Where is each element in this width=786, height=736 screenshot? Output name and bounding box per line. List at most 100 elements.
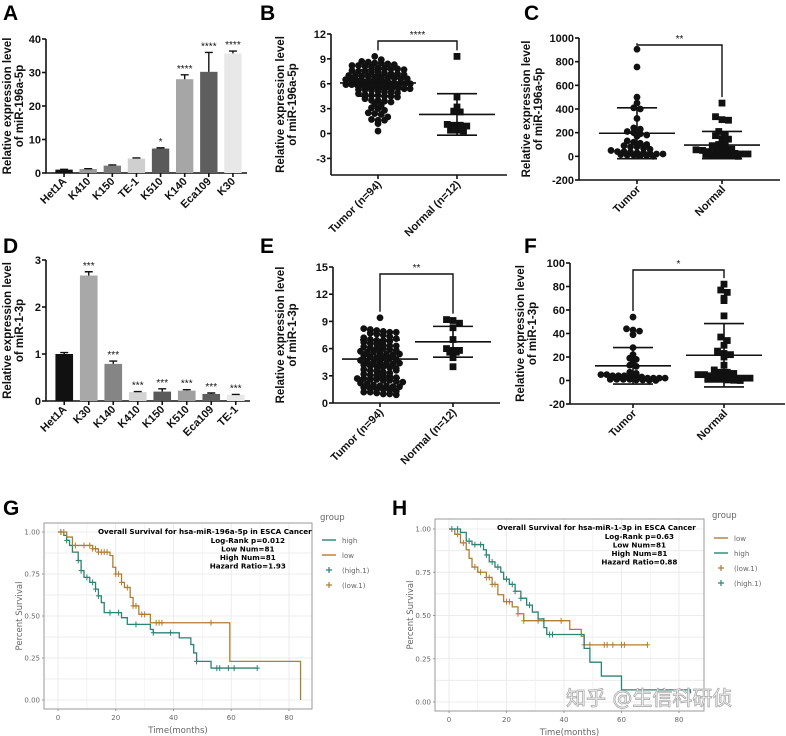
- stat-annotation: Log-Rank p=0.63: [605, 532, 674, 541]
- y-tick-label: 12: [316, 289, 328, 301]
- y-tick-label: 0: [35, 396, 41, 408]
- x-tick-label: K510: [139, 176, 166, 203]
- data-point: [453, 52, 461, 60]
- censor-mark: [208, 619, 214, 626]
- y-tick-label: 100: [547, 258, 565, 270]
- censor-mark: [78, 567, 84, 574]
- sd-error-bar: [358, 68, 398, 98]
- y-tick-label: 0.75: [24, 571, 40, 579]
- data-point: [450, 107, 458, 115]
- censor-mark: [84, 574, 90, 581]
- x-axis-label: Time(months): [539, 728, 599, 736]
- significance-bracket: [636, 43, 723, 98]
- censor-mark: [116, 571, 122, 577]
- data-point: [400, 66, 408, 74]
- legend-plus-icon: [718, 580, 724, 586]
- data-point: [723, 337, 731, 344]
- data-point: [714, 372, 721, 380]
- data-point: [717, 368, 725, 376]
- error-bar: [132, 157, 141, 159]
- data-point: [620, 372, 628, 380]
- panel-H: H 0 20 40 60 80 0.00 0.25 0.50 0.75 1.00 Time(month…: [392, 497, 762, 736]
- y-tick-label: -200: [552, 175, 574, 187]
- censor-mark: [489, 558, 495, 565]
- error-bar: [156, 147, 165, 149]
- data-point: [406, 80, 414, 88]
- censor-mark: [231, 665, 237, 672]
- data-point: [629, 331, 637, 339]
- data-point: [623, 137, 631, 145]
- data-point: [692, 146, 700, 154]
- y-tick-label: 9: [320, 54, 326, 66]
- data-point: [725, 135, 732, 143]
- panel-label: F: [524, 235, 537, 258]
- y-axis-label: Percent Survival: [406, 581, 416, 650]
- data-point: [348, 67, 356, 74]
- significance-label: ***: [132, 381, 144, 392]
- data-point: [386, 369, 394, 377]
- data-point: [376, 382, 384, 390]
- x-tick-label: K150: [140, 404, 167, 431]
- error-bar: [108, 164, 117, 166]
- bar: [226, 394, 245, 401]
- data-point: [364, 109, 372, 117]
- error-bar: [180, 74, 189, 80]
- y-tick-label: 40: [29, 34, 41, 46]
- bar: [224, 53, 242, 173]
- survival-curve-high: [449, 528, 692, 694]
- data-point: [399, 378, 407, 386]
- data-point: [371, 110, 379, 118]
- data-point: [374, 116, 382, 124]
- data-point: [623, 325, 630, 333]
- bar: [79, 168, 97, 173]
- sd-error-bar: [617, 107, 657, 160]
- data-point: [629, 313, 637, 321]
- x-tick-label: 80: [675, 716, 684, 724]
- censor-mark: [95, 592, 101, 599]
- y-axis-label: Percent Survival: [15, 582, 25, 651]
- y-axis-label: Relative expression levelof miR-1-3p: [515, 265, 539, 402]
- data-point: [386, 328, 394, 336]
- x-tick-label: Normal: [695, 408, 730, 443]
- y-tick-label: 0: [320, 129, 326, 141]
- data-point: [371, 73, 379, 81]
- y-tick-label: 30: [29, 68, 41, 80]
- censor-mark: [504, 576, 509, 583]
- stat-annotation: Log-Rank p=0.012: [211, 536, 285, 545]
- y-tick-label: 400: [556, 104, 574, 116]
- significance-label: ****: [201, 41, 217, 52]
- data-point: [603, 371, 611, 379]
- censor-mark: [472, 564, 478, 571]
- y-axis-label: Relative expression levelof miR-196a-5p: [275, 36, 299, 173]
- y-tick-label: 2: [35, 302, 41, 314]
- y-axis-label-line: of miR-196a-5p: [14, 65, 26, 147]
- error-bar: [84, 271, 93, 276]
- data-point: [607, 147, 615, 154]
- censor-mark: [81, 542, 87, 549]
- data-point: [456, 319, 463, 327]
- censor-mark: [527, 602, 532, 609]
- y-axis-label: Relative expression levelof miR-196a-5p: [521, 41, 545, 178]
- bar: [79, 275, 98, 401]
- y-axis-label-line: Relative expression level: [2, 262, 14, 399]
- censor-mark: [587, 641, 593, 648]
- y-tick-label: 3: [320, 104, 326, 116]
- error-bar: [207, 392, 216, 394]
- data-point: [646, 145, 654, 153]
- data-point: [694, 371, 702, 379]
- data-point: [627, 143, 634, 151]
- data-point: [633, 63, 641, 71]
- y-axis-label-line: of miR-1-3p: [14, 299, 26, 362]
- data-point: [366, 326, 374, 333]
- data-point: [626, 368, 634, 376]
- data-point: [379, 368, 387, 376]
- stat-annotation: Hazard Ratio=0.88: [601, 558, 677, 567]
- data-point: [371, 52, 379, 60]
- legend-title: group: [712, 511, 737, 521]
- legend-plus-icon: [718, 565, 724, 571]
- data-point: [384, 113, 392, 121]
- panel-B: B -3 0 3 6 9 12 Relative expression levelof miR…: [260, 2, 507, 239]
- data-point: [633, 45, 641, 53]
- censor-mark: [90, 579, 96, 586]
- y-tick-label: 0.75: [415, 569, 431, 577]
